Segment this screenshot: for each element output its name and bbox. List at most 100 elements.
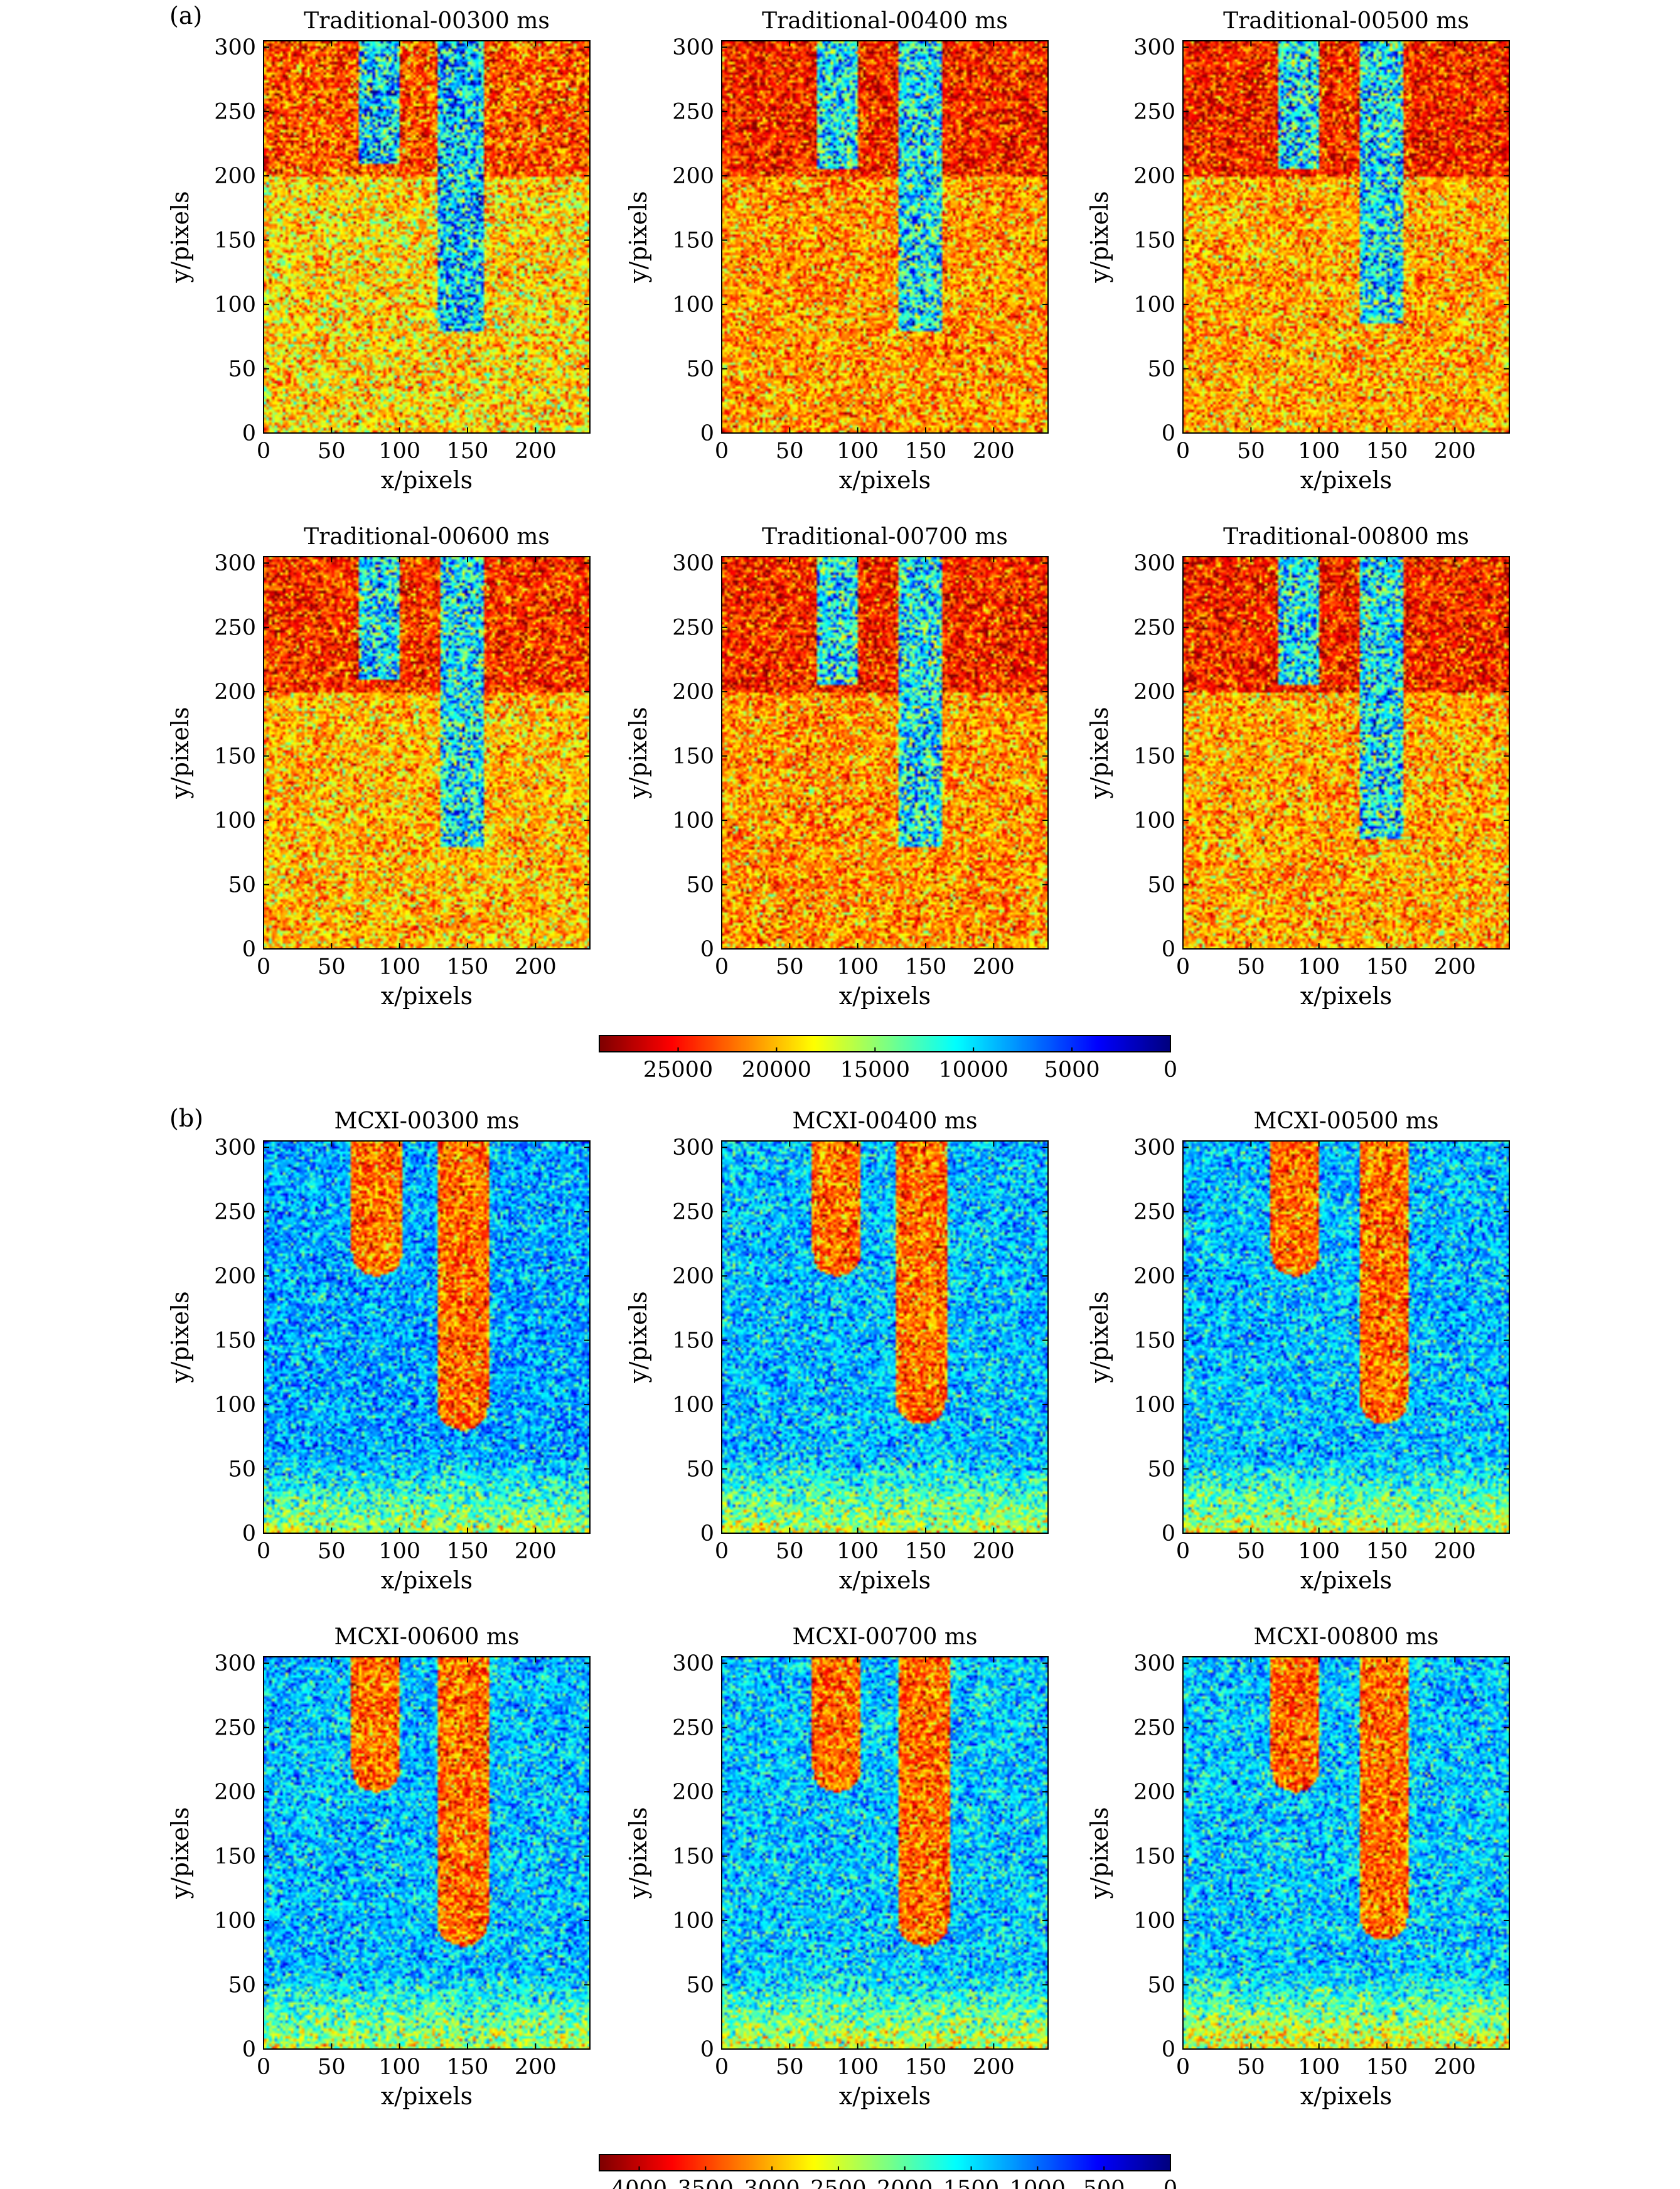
plot-frame [721,1140,1049,1534]
x-tick-label: 50 [1237,439,1265,464]
y-axis-label: y/pixels [1086,1807,1113,1899]
y-tick-label: 0 [242,937,256,962]
colorbar-tick-label: 4000 [611,2176,667,2189]
x-tick-label: 0 [257,439,270,464]
colorbar-tick-label: 25000 [643,1057,713,1083]
heatmap-panel: MCXI-00600 ms 0 50 100 150 200 0 50 100 150 200 250… [166,1624,591,2110]
heatmap-panel: MCXI-00700 ms 0 50 100 150 200 0 50 100 150 200 250… [624,1624,1049,2110]
x-axis-label: x/pixels [1300,982,1392,1010]
y-tick-label: 50 [1147,357,1175,382]
x-axis-label: x/pixels [1300,466,1392,494]
x-tick-label: 100 [1298,2055,1340,2080]
y-tick-label: 0 [242,2037,256,2062]
panel-title: Traditional-00700 ms [762,524,1008,550]
x-tick-label: 200 [515,1539,557,1564]
panel-title: MCXI-00800 ms [1254,1624,1439,1650]
y-tick-label: 200 [672,1264,714,1289]
x-tick-label: 100 [1298,1539,1340,1564]
y-tick-label: 200 [1133,1780,1175,1805]
heatmap-image [1183,1657,1509,2049]
x-tick-label: 150 [905,439,947,464]
y-tick-label: 250 [214,616,256,641]
y-tick-label: 0 [1162,1521,1175,1546]
y-tick-label: 100 [214,808,256,833]
x-tick-label: 150 [905,2055,947,2080]
panel-title: Traditional-00400 ms [762,8,1008,34]
x-tick-label: 200 [1434,955,1476,980]
y-axis-label: y/pixels [624,191,652,283]
x-tick-label: 100 [1298,955,1340,980]
y-tick-label: 50 [686,1973,714,1998]
y-tick-label: 200 [672,164,714,189]
x-axis-label: x/pixels [381,2082,473,2110]
y-axis-label: y/pixels [1086,707,1113,799]
x-axis-label: x/pixels [839,982,931,1010]
x-axis-label: x/pixels [839,466,931,494]
x-tick-label: 150 [1366,1539,1408,1564]
x-axis-label: x/pixels [1300,1566,1392,1594]
x-tick-label: 50 [776,955,804,980]
y-tick-label: 300 [1133,1135,1175,1160]
y-tick-label: 250 [672,100,714,125]
heatmap-image [722,557,1048,949]
colorbar-tick-label: 3500 [678,2176,734,2189]
x-tick-label: 100 [378,439,420,464]
y-tick-label: 200 [214,1780,256,1805]
plot-frame [721,1656,1049,2050]
heatmap-image [1183,1141,1509,1533]
y-tick-label: 200 [1133,1264,1175,1289]
x-tick-label: 50 [318,439,346,464]
heatmap-panel: Traditional-00800 ms 0 50 100 150 200 0 50 100 15… [1086,524,1510,1010]
x-tick-label: 150 [447,955,489,980]
plot-frame [721,556,1049,950]
colorbar-tick-label: 500 [1083,2176,1125,2189]
y-tick-label: 300 [672,1135,714,1160]
colorbar-tick-label: 20000 [742,1057,811,1083]
y-tick-label: 100 [214,292,256,318]
plot-frame [1182,1140,1510,1534]
y-tick-label: 300 [1133,551,1175,576]
heatmap-image [722,1657,1048,2049]
x-tick-label: 0 [257,955,270,980]
colorbar: 4000 3500 3000 2500 2000 1500 1000 500 0 [599,2154,1177,2189]
x-tick-label: 0 [1176,2055,1190,2080]
y-tick-label: 100 [672,292,714,318]
y-axis-label: y/pixels [1086,191,1113,283]
y-axis-label: y/pixels [624,1291,652,1383]
x-axis-label: x/pixels [839,1566,931,1594]
x-tick-label: 200 [973,439,1015,464]
y-tick-label: 100 [672,808,714,833]
x-axis-label: x/pixels [1300,2082,1392,2110]
y-tick-label: 50 [1147,1457,1175,1482]
colorbar-tick-label: 1000 [1010,2176,1066,2189]
heatmap-image [1183,557,1509,949]
y-tick-label: 200 [1133,164,1175,189]
x-axis-label: x/pixels [381,1566,473,1594]
y-tick-label: 100 [1133,808,1175,833]
y-tick-label: 150 [214,228,256,254]
y-tick-label: 300 [672,1651,714,1676]
y-tick-label: 200 [214,164,256,189]
x-tick-label: 100 [378,955,420,980]
y-tick-label: 300 [1133,1651,1175,1676]
heatmap-image [264,1141,590,1533]
y-tick-label: 250 [672,1716,714,1741]
x-tick-label: 150 [1366,2055,1408,2080]
y-tick-label: 200 [672,1780,714,1805]
y-tick-label: 150 [214,1329,256,1354]
panel-label-a: (a) [169,2,202,29]
y-axis-label: y/pixels [166,707,194,799]
y-tick-label: 150 [672,1329,714,1354]
y-tick-label: 100 [1133,292,1175,318]
x-tick-label: 200 [973,2055,1015,2080]
heatmap-panel: MCXI-00500 ms 0 50 100 150 200 0 50 100 150 200 250… [1086,1108,1510,1594]
plot-frame [263,556,591,950]
y-tick-label: 300 [672,35,714,60]
y-axis-label: y/pixels [624,707,652,799]
x-tick-label: 50 [776,439,804,464]
x-tick-label: 100 [837,2055,879,2080]
x-tick-label: 100 [378,2055,420,2080]
panel-title: MCXI-00300 ms [334,1108,520,1134]
colorbar-frame [599,1035,1171,1052]
colorbar-tick-label: 15000 [840,1057,910,1083]
